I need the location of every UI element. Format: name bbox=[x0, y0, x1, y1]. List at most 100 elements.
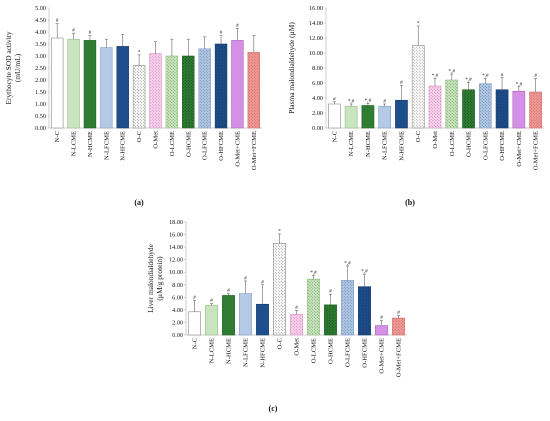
y-tick-label: 4.50 bbox=[35, 17, 46, 24]
y-tick-label: 4.00 bbox=[312, 95, 323, 102]
y-axis-label-line: (mU/mL) bbox=[13, 53, 22, 82]
significance-label: # bbox=[72, 28, 75, 34]
y-tick-label: 16.00 bbox=[169, 232, 183, 239]
significance-label: # bbox=[380, 315, 383, 321]
x-tick-label: O-Met+FCME bbox=[533, 131, 540, 170]
bar bbox=[222, 295, 235, 336]
x-tick-label: N-LFCME bbox=[382, 131, 389, 160]
y-tick-label: 2.50 bbox=[35, 65, 46, 72]
significance-label: * bbox=[417, 21, 420, 27]
bar bbox=[273, 243, 286, 336]
x-tick-label: N-HCME bbox=[365, 131, 372, 157]
bar bbox=[495, 89, 509, 129]
y-tick-label: 6.00 bbox=[312, 80, 323, 87]
y-tick-label: 18.00 bbox=[169, 219, 183, 226]
x-tick-label: N-LFCME bbox=[103, 131, 110, 160]
y-tick-label: 4.00 bbox=[172, 307, 183, 314]
bar bbox=[462, 89, 475, 129]
significance-label: *,# bbox=[344, 260, 351, 266]
y-axis-label-line: Plasma malondialdehyde (µM) bbox=[287, 22, 296, 114]
x-tick-label: N-C bbox=[192, 337, 199, 349]
x-tick-label: O-Met+FCME bbox=[251, 131, 258, 170]
bar bbox=[290, 313, 303, 336]
significance-label: # bbox=[210, 298, 213, 304]
significance-label: * bbox=[278, 228, 281, 234]
x-tick-label: O-C bbox=[136, 130, 143, 142]
y-tick-label: 12.00 bbox=[169, 257, 183, 264]
x-tick-label: N-C bbox=[331, 130, 338, 142]
bar bbox=[392, 317, 405, 336]
y-tick-label: 10.00 bbox=[309, 50, 323, 57]
y-axis: 0.00 2.00 4.00 6.00 8.00 10.00 12.00 14.00 16.00… bbox=[169, 219, 407, 339]
bar bbox=[341, 280, 354, 336]
bar bbox=[198, 48, 211, 129]
significance-label: # bbox=[244, 276, 247, 282]
x-tick-label: O-Met+CME bbox=[234, 131, 241, 167]
x-tick-label: N-HCME bbox=[87, 131, 94, 157]
y-tick-label: 12.00 bbox=[309, 35, 323, 42]
x-tick-label: O-C bbox=[277, 337, 284, 349]
bar bbox=[529, 91, 542, 129]
bar bbox=[239, 293, 252, 336]
significance-label: *,# bbox=[432, 73, 439, 79]
significance-label: * bbox=[138, 49, 141, 55]
y-tick-label: 8.00 bbox=[172, 282, 183, 289]
bar bbox=[324, 304, 337, 336]
panel-label: (c) bbox=[269, 404, 278, 413]
y-axis-label: Liver malondialdehyde (µM/g protein) bbox=[146, 243, 164, 312]
bar bbox=[132, 65, 146, 129]
bar bbox=[67, 38, 80, 129]
significance-label: *,# bbox=[365, 98, 372, 104]
y-axis-label: Plasma malondialdehyde (µM) bbox=[287, 22, 296, 114]
x-tick-label: O-Met bbox=[153, 131, 160, 149]
significance-label: # bbox=[534, 73, 537, 79]
y-tick-label: 6.00 bbox=[172, 294, 183, 301]
bar bbox=[478, 83, 492, 129]
bar bbox=[328, 103, 341, 129]
bar bbox=[205, 305, 218, 336]
panel-label: (a) bbox=[134, 198, 144, 207]
x-tick-label: O-Met+FCME bbox=[396, 338, 403, 377]
x-tick-label: O-HCME bbox=[185, 131, 192, 157]
bar bbox=[182, 55, 195, 129]
y-tick-label: 3.00 bbox=[35, 53, 46, 60]
x-tick-label: N-LCME bbox=[71, 131, 78, 156]
bar bbox=[83, 40, 97, 129]
bar bbox=[395, 99, 408, 129]
y-tick-label: 4.00 bbox=[35, 29, 46, 36]
x-tick-label: O-LFCME bbox=[345, 338, 352, 367]
x-tick-label: O-LFCME bbox=[202, 131, 209, 160]
x-tick-label: N-C bbox=[54, 130, 61, 142]
significance-label: *,# bbox=[465, 77, 472, 83]
significance-label: *,# bbox=[482, 73, 489, 79]
y-axis-label-line: (µM/g protein) bbox=[155, 256, 164, 301]
significance-label: # bbox=[227, 288, 230, 294]
significance-label: *,# bbox=[361, 269, 368, 275]
y-tick-label: 2.00 bbox=[312, 110, 323, 117]
significance-label: # bbox=[329, 289, 332, 295]
bar bbox=[214, 43, 228, 129]
y-tick-label: 1.50 bbox=[35, 89, 46, 96]
significance-label: # bbox=[501, 72, 504, 78]
x-tick-label: O-HCME bbox=[466, 131, 473, 157]
y-tick-label: 0.00 bbox=[35, 125, 46, 132]
significance-label: # bbox=[295, 305, 298, 311]
chart-panel-c: Liver malondialdehyde (µM/g protein) 0.00… bbox=[146, 219, 407, 413]
chart-panel-a: Erythocyte SOD activity (mU/mL) 0.00 0.50 1… bbox=[4, 5, 262, 207]
y-tick-label: 8.00 bbox=[312, 65, 323, 72]
y-axis-label-line: Liver malondialdehyde bbox=[146, 243, 155, 312]
x-tick-label: O-HFCME bbox=[499, 131, 506, 161]
y-tick-label: 16.00 bbox=[309, 5, 323, 12]
y-tick-label: 14.00 bbox=[309, 20, 323, 27]
bar bbox=[50, 37, 64, 129]
panel-label: (b) bbox=[405, 198, 415, 207]
x-tick-label: O-HFCME bbox=[218, 131, 225, 161]
x-tick-label: O-LCME bbox=[311, 338, 318, 363]
y-tick-label: 3.50 bbox=[35, 41, 46, 48]
x-tick-label: O-Met bbox=[294, 338, 301, 356]
significance-label: *,# bbox=[310, 270, 317, 276]
significance-label: # bbox=[89, 30, 92, 36]
x-tick-label: N-LCME bbox=[209, 338, 216, 363]
bar bbox=[307, 278, 320, 336]
